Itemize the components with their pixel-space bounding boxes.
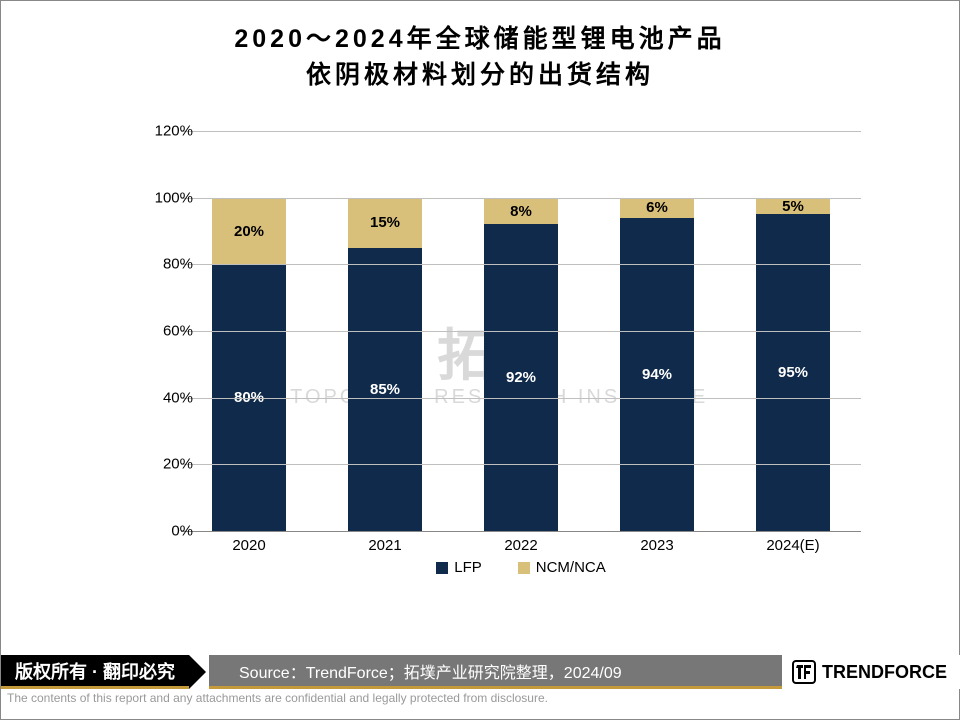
bar-segment: 95% xyxy=(756,214,830,531)
y-tick-label: 0% xyxy=(133,523,193,540)
legend-item: LFP xyxy=(436,559,482,576)
bar-segment: 8% xyxy=(484,198,558,225)
x-tick-label: 2021 xyxy=(335,531,435,554)
legend-item: NCM/NCA xyxy=(518,559,606,576)
bar-segment: 15% xyxy=(348,198,422,248)
bar-segment: 6% xyxy=(620,198,694,218)
y-tick-label: 20% xyxy=(133,456,193,473)
legend-swatch xyxy=(518,562,530,574)
bar-segment: 92% xyxy=(484,224,558,531)
y-tick-label: 40% xyxy=(133,389,193,406)
title-line-1: 2020～2024年全球储能型锂电池产品 xyxy=(1,19,959,55)
x-tick-label: 2024(E) xyxy=(743,531,843,554)
gridline xyxy=(181,331,861,332)
footer: 版权所有 · 翻印必究 Source：TrendForce；拓墣产业研究院整理，… xyxy=(1,655,960,705)
source-label: Source：TrendForce；拓墣产业研究院整理，2024/09 xyxy=(209,655,782,689)
legend-swatch xyxy=(436,562,448,574)
y-tick-label: 60% xyxy=(133,323,193,340)
title-line-2: 依阴极材料划分的出货结构 xyxy=(1,55,959,91)
y-tick-label: 120% xyxy=(133,123,193,140)
trendforce-icon xyxy=(792,660,816,684)
gridline xyxy=(181,398,861,399)
chart-title: 2020～2024年全球储能型锂电池产品 依阴极材料划分的出货结构 xyxy=(1,1,959,91)
y-tick-label: 80% xyxy=(133,256,193,273)
bar-segment: 85% xyxy=(348,248,422,531)
plot-area: 20%80%15%85%8%92%6%94%5%95% xyxy=(181,131,861,531)
x-tick-label: 2023 xyxy=(607,531,707,554)
disclaimer-text: The contents of this report and any atta… xyxy=(1,689,960,705)
legend-label: NCM/NCA xyxy=(536,559,606,576)
gridline xyxy=(181,198,861,199)
legend: LFP NCM/NCA xyxy=(181,559,861,578)
footer-bar: 版权所有 · 翻印必究 Source：TrendForce；拓墣产业研究院整理，… xyxy=(1,655,960,689)
bar-segment: 20% xyxy=(212,198,286,265)
legend-label: LFP xyxy=(454,559,482,576)
x-tick-label: 2020 xyxy=(199,531,299,554)
x-axis: 2020 2021 2022 2023 2024(E) xyxy=(181,531,861,554)
bar-segment: 5% xyxy=(756,198,830,215)
chart: 20%80%15%85%8%92%6%94%5%95% 202020212022… xyxy=(121,131,881,581)
brand-badge: TRENDFORCE xyxy=(782,655,960,689)
gridline xyxy=(181,264,861,265)
brand-name: TRENDFORCE xyxy=(822,662,947,683)
copyright-label: 版权所有 · 翻印必究 xyxy=(1,655,189,689)
gridline xyxy=(181,131,861,132)
y-tick-label: 100% xyxy=(133,189,193,206)
gridline xyxy=(181,464,861,465)
x-tick-label: 2022 xyxy=(471,531,571,554)
